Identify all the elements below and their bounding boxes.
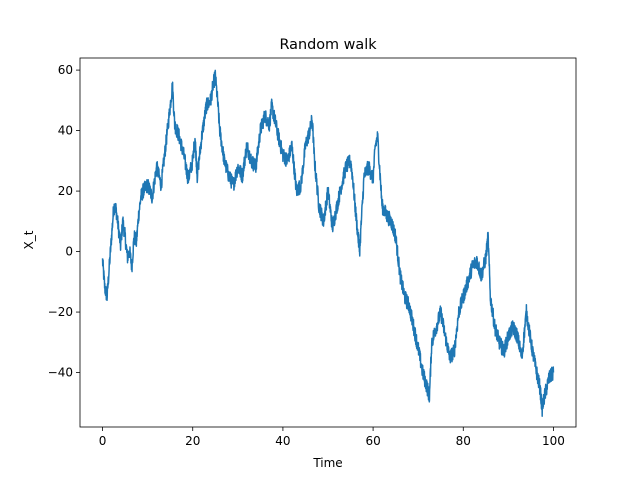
y-tick-label--40: −40 [48, 366, 73, 380]
x-tick-label-60: 60 [365, 434, 380, 448]
y-tick-label--20: −20 [48, 305, 73, 319]
y-tick-label-20: 20 [58, 184, 73, 198]
x-tick-label-20: 20 [185, 434, 200, 448]
y-axis-label: X_t [22, 230, 36, 249]
x-axis-label: Time [312, 456, 342, 470]
y-tick-label-60: 60 [58, 63, 73, 77]
axes-frame [79, 57, 577, 428]
plot-area: 0 20 40 60 80 100 −40 −20 0 20 40 60 [48, 57, 577, 448]
x-tick-label-100: 100 [542, 434, 565, 448]
chart-title: Random walk [279, 37, 377, 53]
x-tick-label-40: 40 [275, 434, 290, 448]
y-tick-label-40: 40 [58, 124, 73, 138]
y-tick-label-0: 0 [65, 245, 73, 259]
series-line-0 [101, 69, 555, 418]
x-tick-label-80: 80 [456, 434, 471, 448]
x-tick-label-0: 0 [99, 434, 107, 448]
